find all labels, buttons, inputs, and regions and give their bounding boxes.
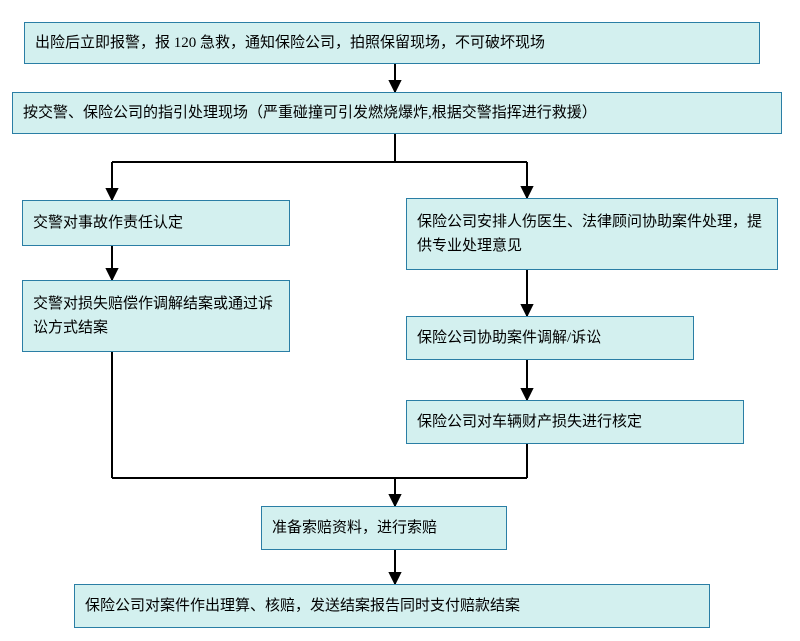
flow-node-label: 保险公司协助案件调解/诉讼 xyxy=(417,326,601,350)
flow-node-n2: 按交警、保险公司的指引处理现场（严重碰撞可引发燃烧爆炸,根据交警指挥进行救援） xyxy=(12,92,782,134)
flow-node-label: 准备索赔资料，进行索赔 xyxy=(272,516,437,540)
flowchart-canvas: 出险后立即报警，报 120 急救，通知保险公司，拍照保留现场，不可破坏现场按交警… xyxy=(0,0,800,641)
flow-node-n6: 保险公司协助案件调解/诉讼 xyxy=(406,316,694,360)
flow-node-n9: 保险公司对案件作出理算、核赔，发送结案报告同时支付赔款结案 xyxy=(74,584,710,628)
flow-node-label: 交警对事故作责任认定 xyxy=(33,211,183,235)
flow-node-label: 交警对损失赔偿作调解结案或通过诉讼方式结案 xyxy=(33,292,279,340)
flow-node-n1: 出险后立即报警，报 120 急救，通知保险公司，拍照保留现场，不可破坏现场 xyxy=(24,22,760,64)
flow-node-n7: 保险公司对车辆财产损失进行核定 xyxy=(406,400,744,444)
flow-node-label: 按交警、保险公司的指引处理现场（严重碰撞可引发燃烧爆炸,根据交警指挥进行救援） xyxy=(23,101,597,125)
flow-node-label: 出险后立即报警，报 120 急救，通知保险公司，拍照保留现场，不可破坏现场 xyxy=(35,31,545,55)
flow-node-n3: 交警对事故作责任认定 xyxy=(22,200,290,246)
flow-node-label: 保险公司安排人伤医生、法律顾问协助案件处理，提供专业处理意见 xyxy=(417,210,767,258)
flow-node-n8: 准备索赔资料，进行索赔 xyxy=(261,506,507,550)
flow-node-label: 保险公司对案件作出理算、核赔，发送结案报告同时支付赔款结案 xyxy=(85,594,520,618)
flow-node-n4: 交警对损失赔偿作调解结案或通过诉讼方式结案 xyxy=(22,280,290,352)
flow-node-n5: 保险公司安排人伤医生、法律顾问协助案件处理，提供专业处理意见 xyxy=(406,198,778,270)
flow-node-label: 保险公司对车辆财产损失进行核定 xyxy=(417,410,642,434)
